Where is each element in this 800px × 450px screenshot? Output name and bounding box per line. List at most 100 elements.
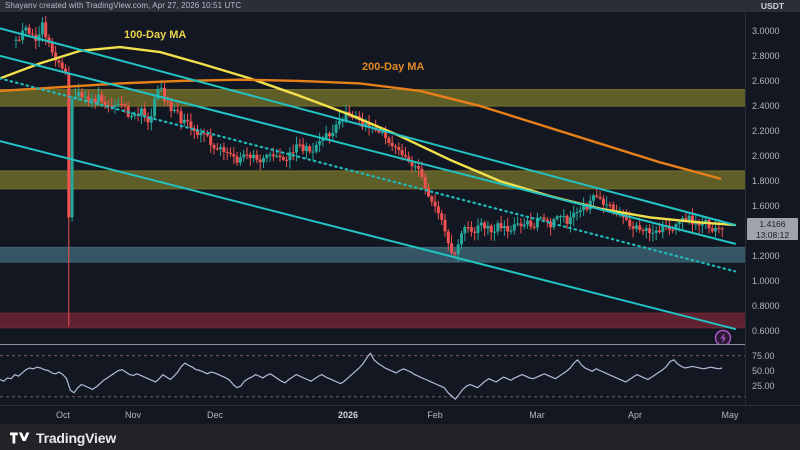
candle-body: [90, 98, 94, 102]
candle-body: [301, 144, 305, 152]
candle-body: [644, 228, 648, 231]
candle-body: [31, 33, 34, 35]
candle-body: [390, 142, 394, 147]
time-scale[interactable]: Oct Nov Dec 2026 Feb Mar Apr May: [0, 406, 800, 424]
candle-body: [575, 212, 579, 214]
candle-body: [166, 100, 170, 103]
price-tick-1.2000: 1.2000: [752, 251, 780, 262]
marker-alert-lightning-marker[interactable]: [714, 329, 732, 345]
candle-body: [130, 115, 133, 118]
candle-body: [483, 222, 487, 229]
candle-body: [176, 109, 180, 112]
series-mid-channel-line: [0, 54, 736, 245]
candle-body: [179, 111, 183, 124]
price-chart-pane[interactable]: [0, 12, 745, 344]
candle-body: [304, 146, 308, 152]
tradingview-logo-text: TradingView: [36, 430, 117, 446]
candle-body: [717, 227, 721, 229]
candle-body: [677, 221, 681, 224]
candle-body: [460, 233, 463, 245]
time-tick-Nov: Nov: [124, 410, 142, 420]
price-tick-2.4000: 2.4000: [752, 100, 780, 111]
price-tick-1.8000: 1.8000: [752, 176, 780, 187]
candle-body: [380, 131, 384, 134]
candle-body: [377, 130, 381, 133]
candle-body: [344, 111, 348, 121]
candle-body: [271, 154, 275, 157]
candle-body: [238, 157, 242, 163]
time-axis-separator: [0, 405, 800, 406]
candle-body: [555, 216, 559, 219]
series-upper-channel-line: [0, 27, 736, 226]
candle-body: [479, 222, 483, 226]
price-tick-1.0000: 1.0000: [752, 276, 780, 287]
candle-body: [592, 195, 595, 201]
rsi-tick-50.00: 50.00: [752, 366, 775, 376]
candle-body: [661, 225, 665, 233]
candle-body: [440, 213, 444, 220]
candle-body: [324, 133, 328, 139]
candle-body: [288, 152, 292, 161]
candle-body: [559, 215, 562, 218]
candle-body: [410, 161, 414, 167]
candle-body: [54, 52, 58, 61]
candle-body: [328, 133, 331, 137]
candle-body: [641, 229, 645, 232]
candle-body: [417, 166, 421, 169]
time-tick-May: May: [721, 410, 739, 420]
candle-body: [153, 98, 157, 117]
candle-body: [361, 120, 364, 127]
zone-red-support-zone: [0, 313, 745, 328]
price-scale[interactable]: 3.0000 2.8000 2.6000 2.4000 2.2000 2.0000 1.80…: [745, 12, 800, 405]
series-100-day-ma: [0, 45, 737, 227]
candle-body: [298, 144, 302, 146]
price-unit-badge: USDT: [745, 0, 800, 12]
candle-body: [212, 145, 216, 149]
time-tick-2026: 2026: [337, 410, 359, 420]
candle-body: [295, 144, 298, 153]
candle-body: [278, 155, 282, 158]
candle-body: [281, 157, 285, 160]
candle-body: [24, 27, 28, 31]
candle-body: [397, 146, 401, 151]
candle-body: [582, 205, 586, 211]
candle-body: [70, 98, 74, 218]
candle-body: [334, 124, 338, 133]
candle-body: [255, 154, 259, 160]
candle-body: [169, 101, 173, 111]
candle-body: [687, 215, 691, 221]
candle-body: [232, 154, 236, 157]
candle-body: [37, 34, 41, 41]
rsi-tick-75.00: 75.00: [752, 351, 775, 361]
pane-separator: [0, 344, 745, 345]
candle-body: [116, 104, 120, 106]
candle-body: [407, 156, 411, 162]
price-tick-2.2000: 2.2000: [752, 126, 780, 137]
attribution-watermark: Shayanv created with TradingView.com, Ap…: [0, 0, 800, 12]
candle-body: [469, 227, 473, 232]
candle-body: [189, 121, 193, 129]
candle-body: [545, 219, 549, 222]
candle-body: [509, 230, 513, 232]
candle-body: [219, 147, 223, 150]
candle-body: [522, 224, 526, 227]
candle-body: [611, 204, 615, 212]
candle-body: [64, 68, 67, 74]
candle-body: [704, 219, 708, 223]
candle-body: [433, 201, 437, 207]
rsi-indicator-pane[interactable]: [0, 345, 745, 405]
candle-body: [585, 205, 589, 210]
price-chart-svg: [0, 15, 745, 345]
candle-body: [314, 144, 318, 152]
candle-body: [275, 155, 279, 157]
tradingview-logo[interactable]: TradingView: [10, 430, 116, 446]
candle-body: [654, 230, 658, 233]
candle-body: [519, 223, 523, 227]
price-tick-2.6000: 2.6000: [752, 75, 780, 86]
candle-body: [658, 230, 661, 233]
series-200-day-ma: [0, 78, 722, 180]
candle-body: [67, 73, 71, 218]
candle-body: [123, 104, 127, 107]
candle-body: [631, 226, 635, 229]
candle-body: [684, 218, 688, 221]
